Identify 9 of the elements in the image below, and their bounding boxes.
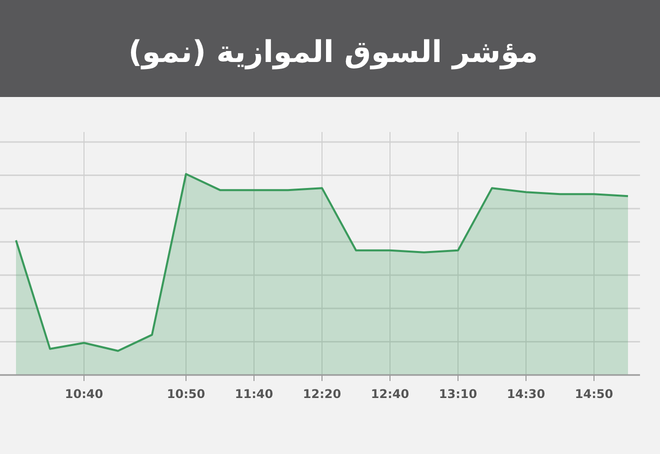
x-tick-label: 14:50 (574, 387, 614, 401)
chart-title: مؤشر السوق الموازية (نمو) (128, 35, 538, 70)
x-tick-label: 12:40 (370, 387, 410, 401)
x-tick-label: 11:40 (234, 387, 274, 401)
x-tick-label: 10:50 (166, 387, 206, 401)
x-tick-label: 10:40 (64, 387, 104, 401)
x-tick-label: 13:10 (438, 387, 478, 401)
x-tick-label: 14:30 (506, 387, 546, 401)
x-tick-label: 12:20 (302, 387, 342, 401)
